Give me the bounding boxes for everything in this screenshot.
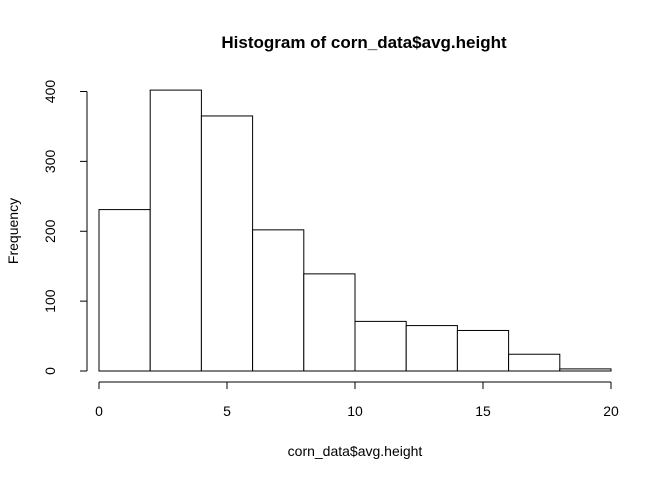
histogram-bar — [456, 329, 510, 372]
histogram-bar — [405, 325, 458, 372]
y-tick-label: 400 — [42, 80, 58, 104]
x-tick-label: 20 — [603, 403, 619, 419]
x-tick-label: 5 — [223, 403, 231, 419]
y-axis: 0 100 200 300 400 — [42, 80, 88, 375]
y-tick-label: 300 — [42, 149, 58, 173]
x-tick-label: 0 — [95, 403, 103, 419]
bars-group — [98, 89, 612, 372]
x-tick-label: 15 — [475, 403, 491, 419]
y-tick-label: 200 — [42, 219, 58, 243]
histogram-bar — [303, 273, 356, 372]
histogram-bar — [354, 320, 407, 372]
y-tick-label: 0 — [42, 367, 58, 375]
x-axis-title: corn_data$avg.height — [288, 443, 423, 459]
histogram-bar — [200, 115, 254, 372]
histogram-bar — [98, 209, 151, 372]
x-axis: 0 5 10 15 20 — [95, 381, 619, 419]
chart-title: Histogram of corn_data$avg.height — [221, 33, 507, 52]
histogram-bar — [252, 229, 305, 372]
histogram-bar — [149, 89, 202, 372]
y-tick-label: 100 — [42, 289, 58, 313]
histogram-bar — [559, 368, 612, 372]
histogram-bar — [508, 353, 561, 372]
y-axis-title: Frequency — [5, 198, 21, 264]
x-tick-label: 10 — [347, 403, 363, 419]
